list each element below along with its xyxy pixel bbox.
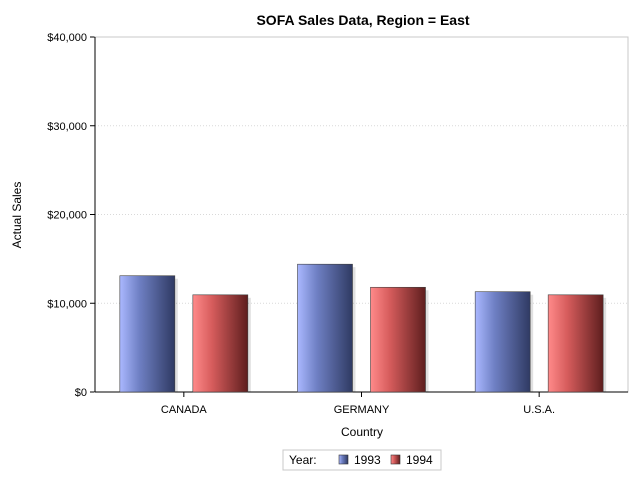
legend-title: Year: (289, 453, 317, 467)
plot-area: $0 $10,000 $20,000 $30,000 $40,000 CANADA GERM… (47, 32, 629, 416)
bar-usa-1994 (547, 294, 604, 393)
x-tick-label: U.S.A. (523, 404, 555, 416)
x-tick-label: GERMANY (334, 404, 390, 416)
y-tick-label: $20,000 (47, 210, 87, 222)
legend-frame (282, 449, 442, 471)
bar-usa-1993 (474, 291, 531, 393)
bar-canada-1994 (192, 294, 249, 393)
bar-canada-1993 (119, 275, 176, 393)
legend-label-1994: 1994 (406, 453, 433, 467)
legend-swatch-1994 (390, 454, 401, 465)
bar-germany-1994 (370, 286, 426, 393)
bar-germany-1993 (297, 263, 353, 393)
y-axis-label: Actual Sales (10, 182, 24, 249)
x-tick-label: CANADA (161, 404, 208, 416)
legend-label-1993: 1993 (354, 453, 381, 467)
y-tick-label: $40,000 (47, 32, 87, 44)
y-tick-label: $10,000 (47, 298, 87, 310)
x-axis-label: Country (341, 425, 383, 439)
y-tick-label: $0 (75, 387, 87, 399)
y-tick-label: $30,000 (47, 121, 87, 133)
legend-swatch-1993 (338, 454, 349, 465)
chart-title: SOFA Sales Data, Region = East (256, 12, 469, 28)
legend: Year: 1993 1994 (282, 449, 442, 471)
